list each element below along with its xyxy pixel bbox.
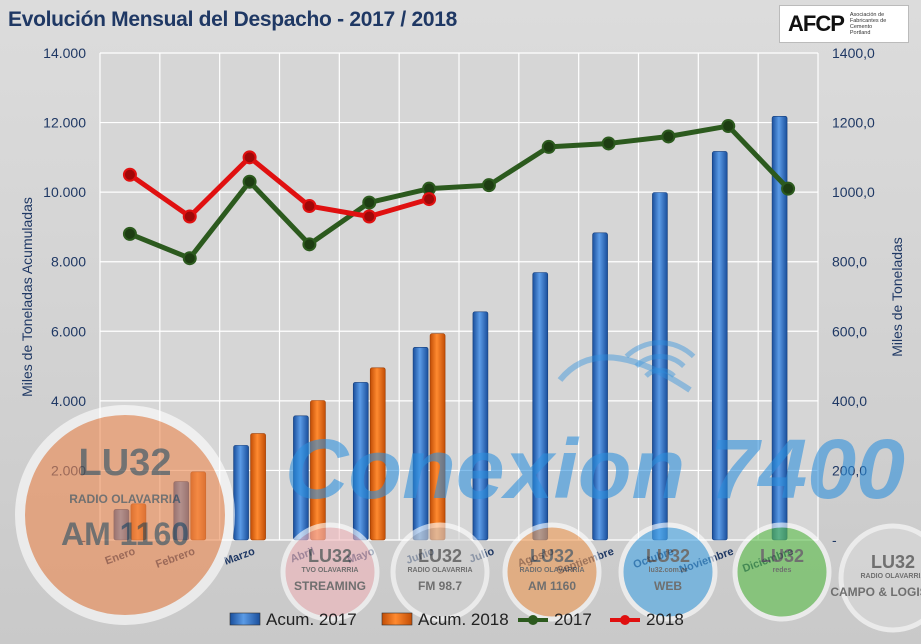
watermark-badge-line3: CAMPO & LOGISTICA <box>830 585 921 599</box>
watermark-swoosh <box>557 354 692 393</box>
watermark-badge-sub: redes <box>773 567 792 574</box>
watermark-badge-sub: lu32.com.ar <box>649 567 688 574</box>
chart-title: Evolución Mensual del Despacho - 2017 / … <box>8 8 457 31</box>
y-right-tick-label: 400,0 <box>832 393 867 409</box>
watermark-badge <box>280 522 380 622</box>
watermark-badge-title: LU32 <box>418 546 462 566</box>
watermark-badge <box>838 523 921 633</box>
line-series-2017 <box>128 123 790 261</box>
y-right-tick-label: 1000,0 <box>832 184 875 200</box>
point-2017 <box>182 251 197 266</box>
y-right-tick-label: - <box>832 532 837 548</box>
y-right-tick-label: 200,0 <box>832 462 867 478</box>
y-right-tick-label: 600,0 <box>832 323 867 339</box>
bar-acum-2018 <box>250 433 266 541</box>
point-2017 <box>122 226 137 241</box>
legend-marker <box>620 615 630 625</box>
watermark-badge-sub: RADIO OLAVARRIA <box>519 567 584 574</box>
line-series-2018 <box>128 154 430 219</box>
afcp-logo: AFCP Asociación de Fabricantes de Cement… <box>779 5 909 43</box>
logo-org-name: Asociación de Fabricantes de Cemento Por… <box>849 12 887 36</box>
legend-label: 2017 <box>554 610 592 629</box>
point-2017 <box>541 139 556 154</box>
y-left-tick-label: 6.000 <box>51 323 86 339</box>
point-2018 <box>122 167 137 182</box>
watermark-badge-title: LU32 <box>79 442 172 484</box>
wifi-icon <box>634 354 686 369</box>
point-2018 <box>422 192 437 207</box>
point-2017 <box>481 178 496 193</box>
y-right-tick-label: 1200,0 <box>832 115 875 131</box>
legend-swatch <box>229 612 261 626</box>
watermark-badge-line3: FM 98.7 <box>418 579 462 593</box>
y-right-tick-label: 800,0 <box>832 254 867 270</box>
point-2018 <box>362 209 377 224</box>
y-right-axis-title: Miles de Toneladas <box>889 237 905 357</box>
watermark-badge-title: LU32 <box>530 546 574 566</box>
bar-acum-2017 <box>233 445 249 541</box>
legend-layer: Acum. 2017 Acum. 2018 2017 2018 <box>229 610 684 629</box>
watermark-badge <box>390 522 490 622</box>
point-2018 <box>302 199 317 214</box>
legend-label: 2018 <box>646 610 684 629</box>
watermark-badge-title: LU32 <box>308 546 352 566</box>
watermark-badge-title: LU32 <box>760 546 804 566</box>
y-left-tick-label: 4.000 <box>51 393 86 409</box>
legend-marker <box>528 615 538 625</box>
legend-swatch <box>381 612 413 626</box>
watermark-badge-sub: RADIO OLAVARRIA <box>69 492 181 506</box>
watermark-badge-sub: RADIO OLAVARRIA <box>860 573 921 580</box>
y-left-tick-label: 12.000 <box>43 115 86 131</box>
grid-layer <box>99 52 819 541</box>
bar-acum-2017 <box>592 232 608 541</box>
watermark-badge-title: LU32 <box>871 552 915 572</box>
watermark-badge <box>502 522 602 622</box>
lines-layer <box>122 119 796 266</box>
legend-label: Acum. 2017 <box>266 610 357 629</box>
watermark-badge <box>618 522 718 622</box>
wifi-icon <box>644 367 676 378</box>
watermark-badge <box>732 522 832 622</box>
watermark-badge-sub: TVO OLAVARRIA <box>302 567 359 574</box>
point-2017 <box>242 174 257 189</box>
point-2018 <box>182 209 197 224</box>
watermark-badge-line3: STREAMING <box>294 579 366 593</box>
y-left-tick-label: 8.000 <box>51 254 86 270</box>
y-left-tick-label: 14.000 <box>43 45 86 61</box>
legend-label: Acum. 2018 <box>418 610 509 629</box>
point-2018 <box>242 150 257 165</box>
point-2017 <box>362 195 377 210</box>
y-left-tick-label: 10.000 <box>43 184 86 200</box>
watermark-badge <box>15 405 235 625</box>
y-right-tick-label: 1400,0 <box>832 45 875 61</box>
point-2017 <box>781 181 796 196</box>
watermark-badge-line3: AM 1160 <box>61 516 189 552</box>
bar-acum-2018 <box>369 367 386 541</box>
watermark-badge-line3: WEB <box>654 579 682 593</box>
watermark-conexion-text: Conexion 7400 <box>285 422 905 516</box>
watermark-badge-line3: AM 1160 <box>528 579 576 593</box>
point-2017 <box>302 237 317 252</box>
point-2017 <box>721 119 736 134</box>
watermark-badge-sub: RADIO OLAVARRIA <box>407 567 472 574</box>
y-left-axis-title: Miles de Toneladas Acumuladas <box>19 197 35 397</box>
logo-mark: AFCP <box>788 11 845 36</box>
watermark-badge-title: LU32 <box>646 546 690 566</box>
point-2017 <box>601 136 616 151</box>
point-2017 <box>661 129 676 144</box>
wifi-icon <box>624 340 696 359</box>
bar-acum-2017 <box>472 311 489 541</box>
bar-acum-2017 <box>711 151 728 541</box>
